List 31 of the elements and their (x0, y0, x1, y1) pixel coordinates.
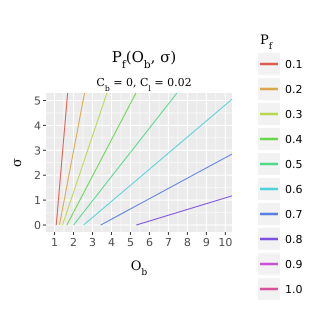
chart-subtitle: C$_{b}$ = 0, C$_{l}$ = 0.02 (96, 76, 192, 92)
x-tick-label: 8 (184, 236, 191, 249)
y-tick-label: 2 (34, 169, 41, 182)
y-axis-title: σ (10, 158, 25, 167)
y-tick-label: 3 (34, 144, 41, 158)
legend-label: 0.7 (285, 208, 302, 221)
x-tick-label: 2 (70, 236, 78, 249)
chart-title: P$_{f}$(O$_{b}$, σ) (112, 48, 176, 71)
legend-label: 1.0 (285, 283, 302, 296)
x-tick-label: 10 (218, 236, 232, 249)
x-tick-label: 5 (126, 236, 134, 249)
y-tick-label: 4 (34, 119, 41, 132)
x-tick-label: 9 (202, 236, 210, 249)
legend-label: 0.4 (285, 133, 302, 146)
x-tick-label: 3 (89, 236, 96, 249)
x-tick-label: 6 (146, 236, 153, 249)
legend-label: 0.5 (285, 158, 302, 171)
legend-label: 0.3 (285, 108, 302, 121)
x-tick-label: 7 (164, 236, 172, 249)
x-axis-title: O$_{b}$ (130, 259, 148, 278)
legend-label: 0.1 (285, 58, 302, 71)
y-tick-label: 1 (34, 194, 41, 208)
legend-label: 0.8 (285, 233, 302, 246)
y-tick-label: 5 (34, 94, 41, 108)
legend-title: P$_{f}$ (260, 33, 273, 52)
y-tick-label: 0 (34, 219, 41, 232)
x-tick-label: 4 (108, 236, 115, 249)
legend-label: 0.6 (285, 183, 302, 196)
x-tick-label: 1 (51, 236, 58, 249)
legend-label: 0.2 (285, 83, 302, 96)
legend-label: 0.9 (285, 258, 302, 271)
